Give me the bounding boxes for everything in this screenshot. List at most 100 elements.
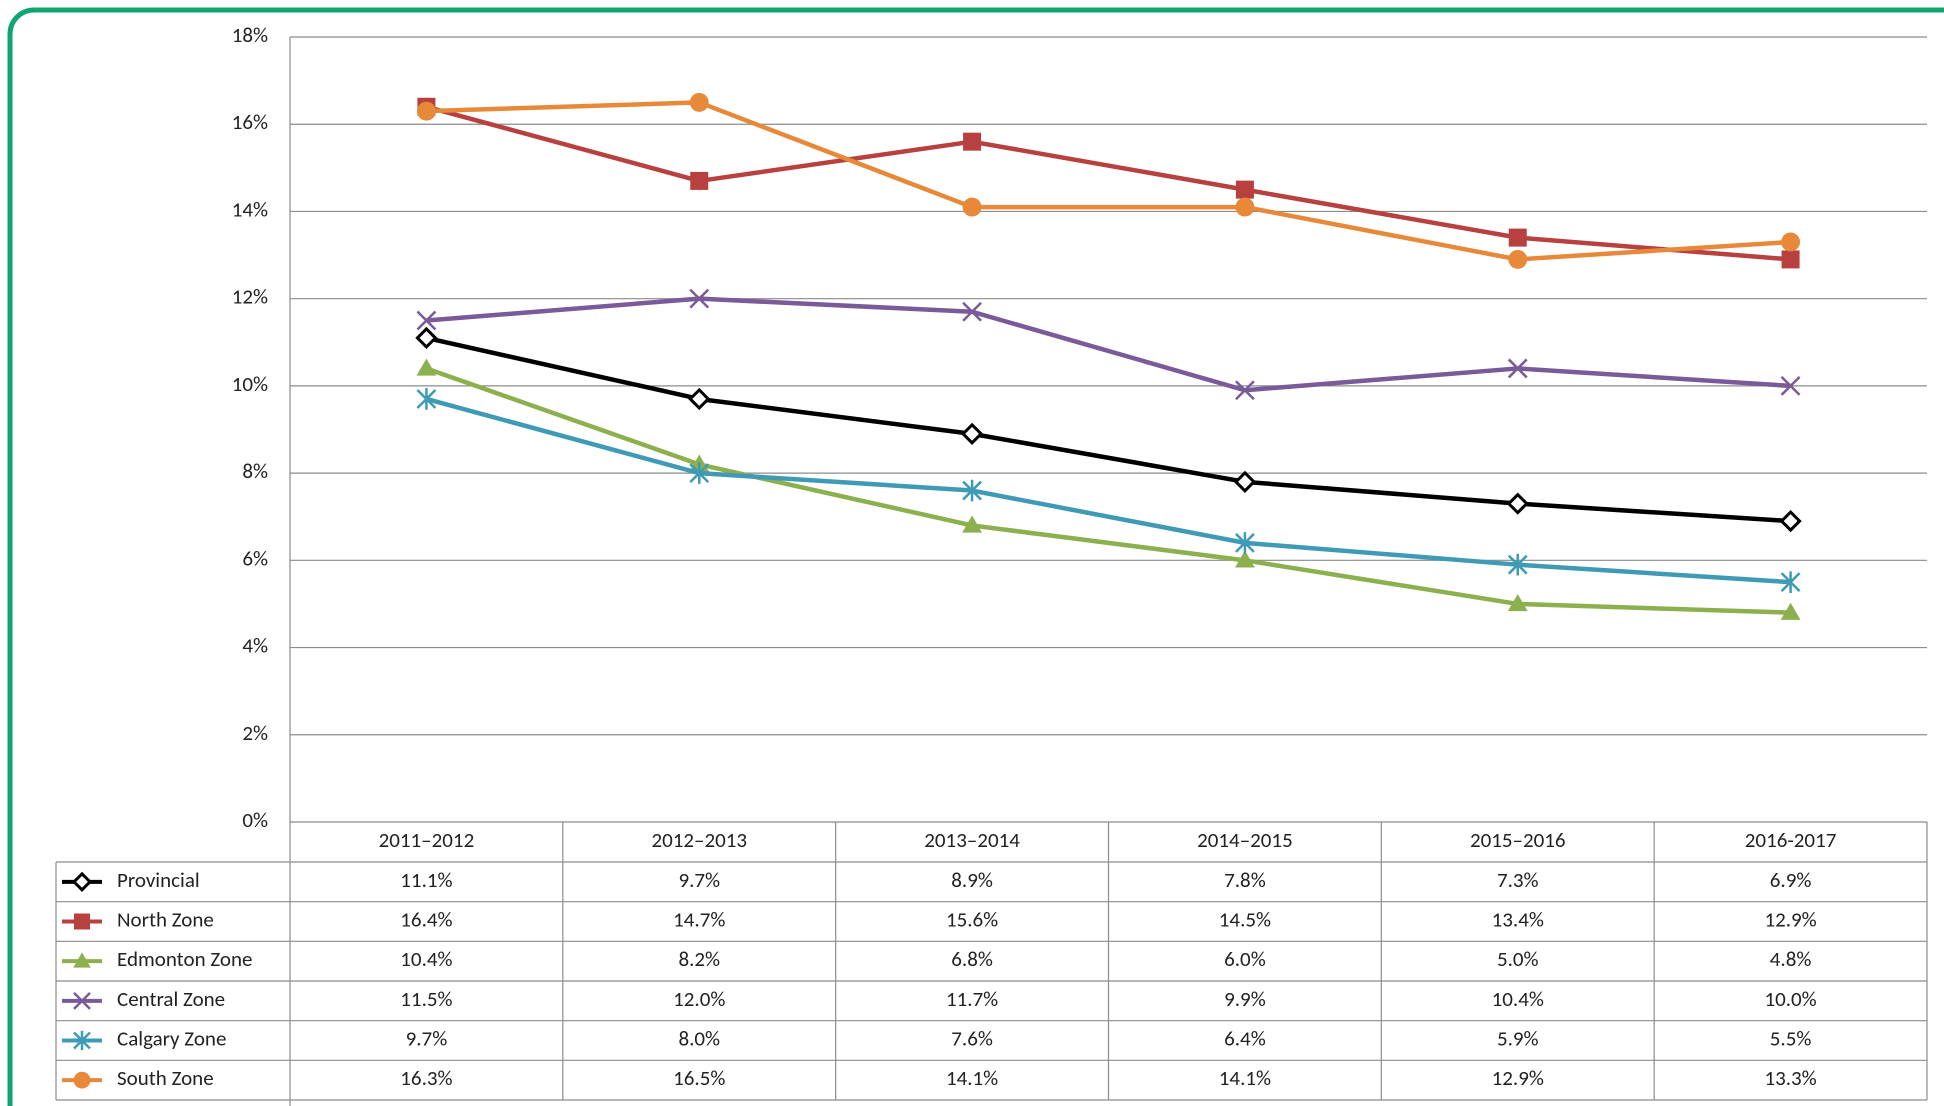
series-line — [425, 104, 1791, 262]
table-value: 16.5% — [673, 1065, 725, 1091]
marker — [416, 358, 437, 376]
table-value: 14.1% — [1219, 1065, 1271, 1091]
table-value: 12.9% — [1764, 907, 1816, 933]
frame — [7, 7, 1944, 1106]
table-value: 6.0% — [1224, 946, 1266, 972]
table-value: 7.3% — [1497, 867, 1539, 893]
table-value: 14.5% — [1219, 907, 1271, 933]
table-value: 16.3% — [400, 1065, 452, 1091]
legend-label: North Zone — [117, 907, 214, 933]
table-value: 4.8% — [1770, 946, 1812, 972]
marker — [1781, 250, 1800, 269]
marker — [1235, 180, 1254, 199]
table-value: 6.8% — [951, 946, 993, 972]
marker — [1781, 232, 1801, 252]
x-tick-label: 2012–2013 — [651, 827, 747, 853]
legend-label: Provincial — [117, 867, 200, 893]
marker — [416, 101, 436, 121]
y-tick-label: 16% — [232, 109, 268, 135]
marker — [962, 515, 982, 533]
marker — [415, 326, 438, 350]
marker — [1780, 571, 1801, 593]
series-line — [425, 396, 1791, 585]
table-value: 8.9% — [951, 867, 993, 893]
marker — [962, 479, 982, 502]
x-tick-label: 2011–2012 — [379, 827, 475, 853]
table-value: 11.1% — [400, 867, 452, 893]
table-value: 12.9% — [1492, 1065, 1544, 1091]
marker — [416, 310, 437, 331]
marker — [1235, 380, 1255, 401]
y-tick-label: 6% — [242, 545, 268, 571]
y-tick-label: 0% — [242, 807, 268, 833]
marker — [1233, 470, 1257, 493]
x-tick-label: 2014–2015 — [1197, 827, 1293, 853]
marker — [1508, 228, 1527, 247]
table-value: 5.0% — [1497, 946, 1539, 972]
marker — [73, 1030, 91, 1051]
table-value: 11.5% — [400, 986, 452, 1012]
series-line — [425, 335, 1791, 524]
marker — [690, 171, 709, 190]
table-value: 13.4% — [1492, 907, 1544, 933]
marker — [962, 301, 982, 322]
table-value: 9.9% — [1224, 986, 1266, 1012]
marker — [1780, 602, 1801, 620]
table-value: 7.6% — [951, 1026, 993, 1052]
x-tick-label: 2015–2016 — [1470, 827, 1566, 853]
table-value: 10.0% — [1764, 986, 1816, 1012]
series-line — [425, 366, 1791, 615]
marker — [963, 132, 982, 151]
marker — [1507, 553, 1528, 576]
y-tick-label: 8% — [242, 458, 268, 484]
legend-label: Calgary Zone — [117, 1026, 226, 1052]
marker — [1779, 509, 1802, 533]
marker — [960, 422, 984, 445]
marker — [1507, 594, 1528, 612]
table-value: 5.9% — [1497, 1026, 1539, 1052]
marker — [688, 387, 711, 411]
marker — [1780, 376, 1801, 396]
marker — [73, 991, 91, 1010]
y-tick-label: 4% — [242, 633, 268, 659]
y-tick-label: 10% — [232, 371, 268, 397]
table-value: 9.7% — [406, 1026, 448, 1052]
marker — [962, 197, 982, 217]
series-line — [426, 296, 1791, 393]
table-value: 8.2% — [678, 946, 720, 972]
marker — [1235, 532, 1255, 554]
table-value: 14.1% — [946, 1065, 998, 1091]
table-value: 13.3% — [1764, 1065, 1816, 1091]
table-value: 14.7% — [673, 907, 725, 933]
marker — [73, 1071, 91, 1089]
legend-label: Edmonton Zone — [117, 946, 252, 972]
table-value: 6.4% — [1224, 1026, 1266, 1052]
marker — [71, 871, 93, 892]
table-value: 9.7% — [678, 867, 720, 893]
table-value: 6.9% — [1770, 867, 1812, 893]
legend-label: South Zone — [117, 1065, 214, 1091]
legend-label: Central Zone — [117, 986, 225, 1012]
marker — [1235, 550, 1255, 568]
y-tick-label: 12% — [232, 284, 268, 310]
table-value: 11.7% — [946, 986, 998, 1012]
marker — [689, 288, 710, 309]
table-value: 15.6% — [946, 907, 998, 933]
marker — [1235, 197, 1255, 217]
marker — [1507, 358, 1528, 379]
table-value: 5.5% — [1770, 1026, 1812, 1052]
marker — [689, 92, 709, 112]
x-tick-label: 2013–2014 — [924, 827, 1020, 853]
y-tick-label: 2% — [242, 720, 268, 746]
y-tick-label: 14% — [232, 196, 268, 222]
series-line — [426, 100, 1791, 262]
marker — [416, 388, 437, 410]
marker — [73, 952, 91, 968]
table-value: 16.4% — [400, 907, 452, 933]
table-value: 10.4% — [400, 946, 452, 972]
table-value: 7.8% — [1224, 867, 1266, 893]
marker — [74, 913, 90, 930]
y-tick-label: 18% — [232, 22, 268, 48]
